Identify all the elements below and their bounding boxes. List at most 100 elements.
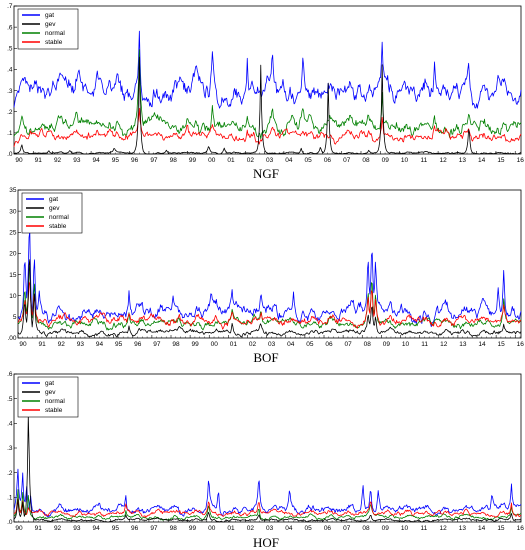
x-tick-label: 07	[343, 157, 351, 164]
x-tick-label: 00	[208, 525, 216, 532]
y-tick-label: .1	[7, 130, 13, 137]
x-tick-label: 94	[92, 157, 100, 164]
x-tick-label: 96	[131, 157, 139, 164]
x-tick-label: 99	[189, 525, 197, 532]
legend-label-normal: normal	[45, 30, 65, 37]
x-tick-label: 05	[305, 157, 313, 164]
series-line-gat	[13, 30, 522, 109]
x-tick-label: 90	[15, 525, 23, 532]
x-tick-label: 91	[35, 157, 43, 164]
legend: gat gev normal stable	[17, 376, 79, 418]
x-tick-label: 07	[343, 525, 351, 532]
y-tick-label: .0	[7, 519, 13, 526]
x-tick-label: 91	[35, 525, 43, 532]
y-tick-label: .5	[7, 45, 13, 52]
x-tick-label: 95	[112, 525, 120, 532]
x-tick-label: 04	[285, 157, 293, 164]
x-tick-label: 09	[382, 525, 390, 532]
x-tick-label: 12	[439, 525, 447, 532]
y-tick-label: 10	[9, 293, 17, 300]
x-tick-label: 99	[192, 341, 200, 348]
legend-label-stable: stable	[45, 407, 63, 414]
x-tick-label: 00	[208, 157, 216, 164]
legend: gat gev normal stable	[17, 8, 79, 50]
y-tick-label: .6	[7, 371, 13, 378]
legend-label-stable: stable	[49, 223, 67, 230]
y-tick-label: .0	[7, 151, 13, 158]
x-tick-label: 11	[420, 157, 427, 164]
chart-bof: BOF .00 5 10 15 20 25 30 35 90 91 92 93 94 95 96 97 98 99…	[7, 187, 524, 365]
x-tick-label: 10	[401, 157, 409, 164]
legend-label-gat: gat	[49, 196, 58, 203]
series-line-normal	[17, 265, 522, 331]
y-tick-label: .5	[7, 396, 13, 403]
legend-label-gat: gat	[45, 12, 54, 19]
y-tick-label: 25	[9, 229, 17, 236]
y-tick-label: .4	[7, 421, 13, 428]
x-tick-label: 09	[382, 157, 390, 164]
x-tick-label: 11	[420, 525, 427, 532]
y-tick-label: .1	[7, 495, 13, 502]
x-tick-label: 93	[73, 525, 81, 532]
x-tick-label: 03	[266, 157, 274, 164]
x-tick-label: 92	[58, 341, 66, 348]
y-tick-label: .2	[7, 470, 13, 477]
x-tick-label: 95	[112, 157, 120, 164]
y-tick-label: 35	[9, 187, 17, 194]
legend: gat gev normal stable	[21, 192, 83, 234]
x-tick-label: 94	[92, 525, 100, 532]
y-tick-label: .2	[7, 109, 13, 116]
x-tick-label: 13	[459, 525, 467, 532]
series-line-gat	[13, 468, 522, 518]
x-tick-label: 06	[324, 525, 332, 532]
y-tick-label: 20	[9, 251, 17, 258]
x-tick-label: 15	[497, 525, 505, 532]
series-line-stable	[17, 281, 522, 330]
x-tick-label: 05	[306, 341, 314, 348]
series-line-normal	[13, 49, 522, 140]
series-line-gev	[13, 56, 522, 155]
series-line-gev	[13, 414, 522, 523]
legend-label-stable: stable	[45, 39, 63, 46]
y-tick-label: 5	[13, 314, 17, 321]
series-line-stable	[13, 498, 522, 518]
y-tick-label: .7	[7, 3, 13, 10]
x-tick-label: 10	[402, 341, 410, 348]
x-tick-label: 97	[153, 341, 161, 348]
x-tick-label: 02	[249, 341, 257, 348]
legend-label-gev: gev	[49, 205, 60, 212]
x-tick-label: 16	[517, 525, 525, 532]
x-tick-label: 02	[247, 525, 255, 532]
x-tick-label: 08	[362, 525, 370, 532]
x-tick-label: 14	[478, 157, 486, 164]
x-tick-label: 90	[15, 157, 23, 164]
chart-title: BOF	[253, 350, 278, 365]
y-tick-label: .6	[7, 24, 13, 31]
x-tick-label: 91	[39, 341, 47, 348]
x-tick-label: 16	[517, 157, 525, 164]
x-tick-label: 92	[54, 157, 62, 164]
x-tick-label: 03	[266, 525, 274, 532]
chart-title: NGF	[253, 166, 279, 181]
plot-frame	[13, 5, 522, 155]
x-tick-label: 06	[325, 341, 333, 348]
x-tick-label: 04	[287, 341, 295, 348]
y-tick-label: .3	[7, 88, 13, 95]
x-tick-label: 01	[227, 157, 235, 164]
x-tick-label: 12	[440, 341, 448, 348]
x-tick-label: 09	[383, 341, 391, 348]
series-line-normal	[13, 489, 522, 521]
x-tick-label: 11	[421, 341, 428, 348]
x-tick-label: 06	[324, 157, 332, 164]
chart-ngf: NGF .0 .1 .2 .3 .4 .5 .6 .7 90 91 92 93 94 95 96 97 98 99…	[7, 3, 524, 181]
x-tick-label: 15	[497, 157, 505, 164]
chart-title: HOF	[253, 535, 279, 550]
x-tick-label: 12	[439, 157, 447, 164]
plot-frame	[13, 373, 522, 523]
x-tick-label: 15	[498, 341, 506, 348]
x-tick-label: 93	[77, 341, 85, 348]
x-tick-label: 01	[230, 341, 238, 348]
plot-frame	[17, 189, 522, 339]
y-tick-label: .3	[7, 445, 13, 452]
